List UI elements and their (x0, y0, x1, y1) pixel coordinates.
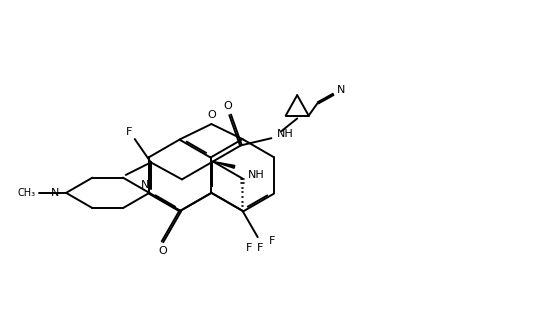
Text: CH₃: CH₃ (18, 188, 36, 198)
Polygon shape (213, 162, 235, 168)
Text: F: F (268, 236, 275, 246)
Text: O: O (158, 246, 167, 256)
Text: O: O (207, 110, 216, 120)
Text: F: F (257, 243, 264, 253)
Text: N: N (337, 85, 345, 95)
Text: NH: NH (277, 129, 294, 139)
Text: NH: NH (248, 170, 265, 180)
Text: F: F (245, 243, 252, 253)
Text: F: F (125, 127, 132, 137)
Text: O: O (224, 101, 232, 111)
Text: N: N (51, 188, 59, 198)
Text: N: N (141, 180, 150, 190)
